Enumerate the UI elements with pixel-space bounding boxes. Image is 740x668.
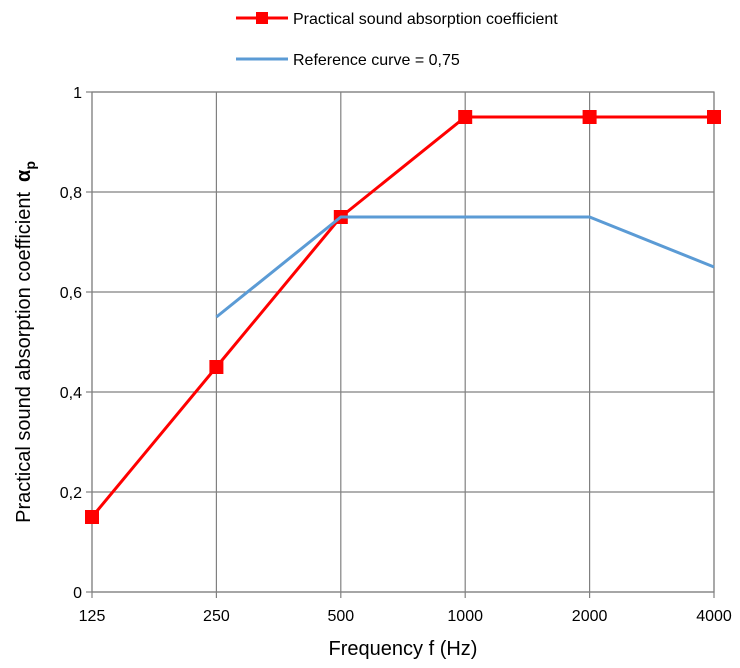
x-tick-label: 125	[79, 608, 106, 625]
y-axis-title-symbol: α	[13, 169, 35, 182]
legend: Practical sound absorption coefficient R…	[236, 11, 558, 69]
y-tick-label: 0,6	[60, 285, 82, 302]
y-tick-label: 0,8	[60, 185, 82, 202]
data-point-marker	[458, 110, 473, 124]
legend-label-reference: Reference curve = 0,75	[293, 52, 460, 69]
plot-area	[91, 91, 715, 593]
y-tick-label: 1	[73, 85, 82, 102]
y-tick-labels: 0 0,2 0,4 0,6 0,8 1	[60, 85, 82, 602]
data-point-marker	[85, 510, 99, 524]
series-line-practical	[90, 115, 714, 518]
y-tick-label: 0	[73, 585, 82, 602]
x-tick-label: 500	[327, 608, 354, 625]
x-tick-label: 250	[203, 608, 230, 625]
data-point-marker	[209, 360, 224, 374]
y-tick-label: 0,4	[60, 385, 82, 402]
x-tick-label: 2000	[572, 608, 608, 625]
y-axis-title: Practical sound absorption coefficient αp	[13, 161, 38, 523]
x-tick-labels: 125 250 500 1000 2000 4000	[79, 608, 732, 625]
data-point-marker	[582, 110, 597, 124]
legend-item-reference: Reference curve = 0,75	[236, 52, 460, 69]
legend-label-practical: Practical sound absorption coefficient	[293, 11, 558, 28]
legend-item-practical: Practical sound absorption coefficient	[236, 11, 558, 28]
series-line-reference	[215, 215, 715, 319]
y-tick-label: 0,2	[60, 485, 82, 502]
x-axis-title: Frequency f (Hz)	[329, 638, 478, 660]
x-tick-label: 4000	[696, 608, 732, 625]
legend-marker-practical	[256, 12, 268, 24]
data-point-marker	[707, 110, 721, 124]
y-axis-title-subscript: p	[22, 161, 38, 170]
series-layer	[85, 110, 721, 524]
y-axis-title-text: Practical sound absorption coefficient	[13, 192, 35, 523]
x-tick-label: 1000	[447, 608, 483, 625]
